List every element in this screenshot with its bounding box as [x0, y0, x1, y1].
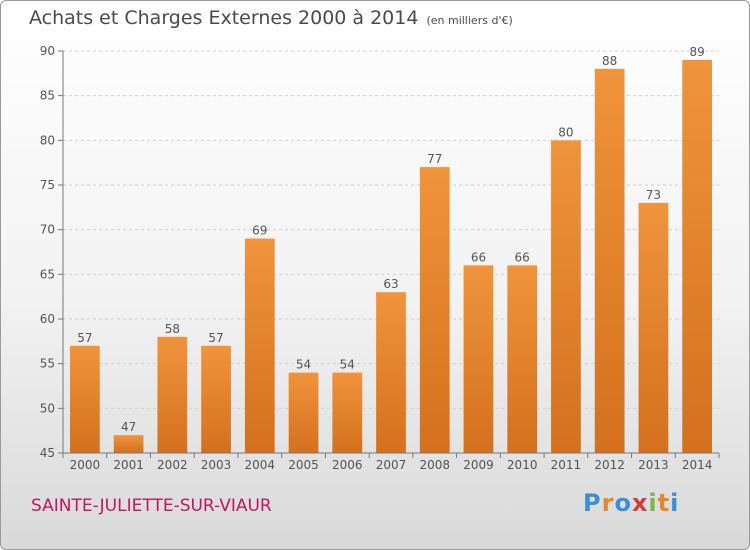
- y-tick-label: 90: [40, 44, 55, 58]
- data-label-2008: 77: [427, 152, 442, 166]
- x-tick-label-2003: 2003: [201, 458, 232, 472]
- axes: 45 50 55 60 65 70 75 80 85 90 2000 2001 2002 2003 2004…: [40, 44, 720, 472]
- logo-letter: t: [657, 489, 671, 517]
- bar-2004: [244, 238, 275, 453]
- y-tick-label: 80: [40, 133, 55, 147]
- x-tick-label-2002: 2002: [157, 458, 188, 472]
- bar-2009: [463, 265, 494, 453]
- x-tick-label-2004: 2004: [245, 458, 276, 472]
- data-label-2003: 57: [208, 331, 223, 345]
- data-label-2011: 80: [558, 125, 573, 139]
- bar-2006: [332, 372, 363, 453]
- data-label-2000: 57: [77, 331, 92, 345]
- x-tick-label-2000: 2000: [70, 458, 101, 472]
- x-tick-label-2001: 2001: [113, 458, 144, 472]
- data-label-2014: 89: [689, 45, 704, 59]
- chart-title-text: Achats et Charges Externes 2000 à 2014: [29, 7, 419, 29]
- place-name: SAINTE-JULIETTE-SUR-VIAUR: [31, 496, 272, 516]
- y-tick-label: 75: [40, 178, 55, 192]
- data-label-2002: 58: [165, 322, 180, 336]
- data-label-2001: 47: [121, 420, 136, 434]
- logo-letter: r: [601, 489, 615, 517]
- y-tick-label: 65: [40, 267, 55, 281]
- data-labels: 57 47 58 57 69 54 54 63 77 66 66 80 88 73 89: [77, 45, 705, 434]
- proxiti-logo: Proxiti: [583, 489, 679, 517]
- data-label-2007: 63: [383, 277, 398, 291]
- y-tick-label: 55: [40, 357, 55, 371]
- logo-letter: i: [648, 489, 658, 517]
- logo-letter: o: [614, 489, 632, 517]
- x-tick-label-2006: 2006: [332, 458, 363, 472]
- bar-2007: [376, 292, 406, 453]
- y-tick-label: 70: [40, 223, 55, 237]
- x-tick-label-2005: 2005: [288, 458, 319, 472]
- data-label-2009: 66: [471, 250, 486, 264]
- bar-2002: [157, 336, 188, 453]
- x-tick-label-2013: 2013: [638, 458, 669, 472]
- chart-title: Achats et Charges Externes 2000 à 2014 (e…: [29, 7, 513, 29]
- data-label-2006: 54: [340, 358, 355, 372]
- y-tick-label: 60: [40, 312, 55, 326]
- x-tick-label-2007: 2007: [376, 458, 407, 472]
- y-tick-label: 45: [40, 446, 55, 460]
- bar-2008: [419, 167, 450, 453]
- y-tick-label: 85: [40, 89, 55, 103]
- bar-2000: [69, 345, 100, 453]
- x-tick-label-2012: 2012: [594, 458, 625, 472]
- y-tick-label: 50: [40, 401, 55, 415]
- logo-letter: P: [583, 489, 602, 517]
- bar-2001: [113, 435, 144, 453]
- data-label-2004: 69: [252, 224, 267, 238]
- x-tick-label-2010: 2010: [507, 458, 538, 472]
- bar-2014: [682, 59, 713, 453]
- x-tick-label-2011: 2011: [551, 458, 582, 472]
- bar-2011: [551, 140, 581, 454]
- x-tick-label-2009: 2009: [463, 458, 494, 472]
- data-label-2012: 88: [602, 54, 617, 68]
- logo-letter: i: [670, 489, 680, 517]
- chart-subtitle: (en milliers d'€): [426, 14, 513, 27]
- bars: [69, 59, 713, 454]
- bar-2005: [288, 372, 319, 453]
- bar-2010: [507, 265, 538, 453]
- x-tick-label-2008: 2008: [419, 458, 450, 472]
- bar-2012: [594, 68, 625, 453]
- data-label-2005: 54: [296, 358, 311, 372]
- x-tick-label-2014: 2014: [682, 458, 713, 472]
- data-label-2010: 66: [515, 250, 530, 264]
- data-label-2013: 73: [646, 188, 661, 202]
- bar-2013: [638, 202, 669, 453]
- logo-letter: x: [631, 489, 649, 517]
- bar-2003: [201, 345, 231, 453]
